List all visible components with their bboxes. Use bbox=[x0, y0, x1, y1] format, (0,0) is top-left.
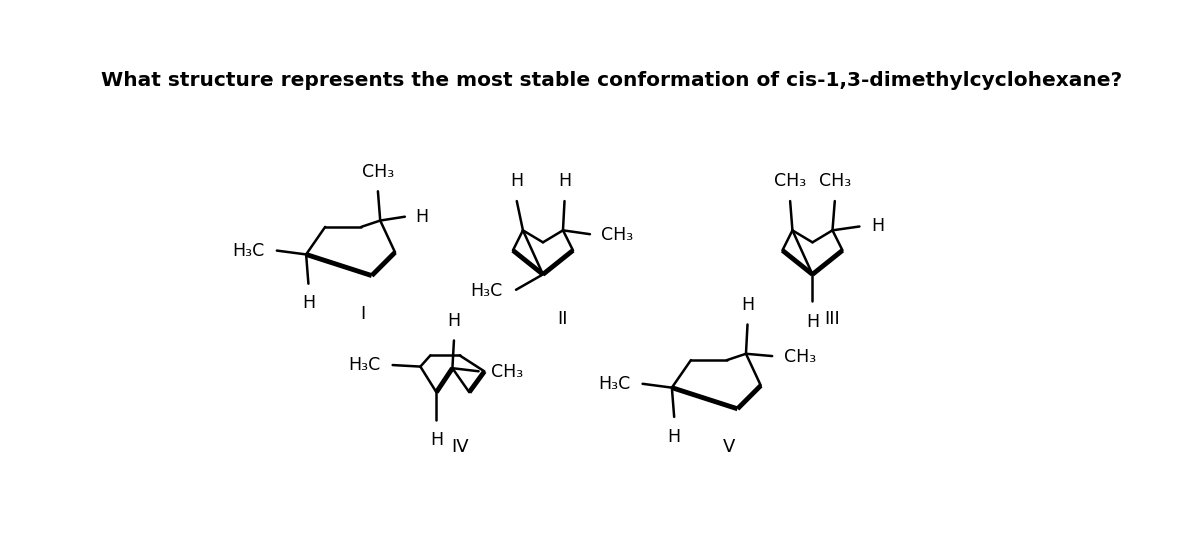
Text: H: H bbox=[871, 217, 884, 235]
Text: H: H bbox=[741, 296, 754, 314]
Text: V: V bbox=[723, 438, 735, 456]
Text: H: H bbox=[302, 294, 315, 312]
Text: CH₃: CH₃ bbox=[818, 172, 851, 190]
Text: H: H bbox=[415, 208, 428, 226]
Text: CH₃: CH₃ bbox=[774, 172, 806, 190]
Text: H: H bbox=[429, 431, 443, 449]
Text: CH₃: CH₃ bbox=[785, 348, 817, 366]
Text: H: H bbox=[511, 172, 524, 190]
Text: CH₃: CH₃ bbox=[601, 226, 633, 244]
Text: I: I bbox=[360, 305, 366, 323]
Text: H₃C: H₃C bbox=[598, 375, 630, 393]
Text: II: II bbox=[557, 311, 568, 329]
Text: H₃C: H₃C bbox=[233, 241, 265, 259]
Text: H₃C: H₃C bbox=[348, 356, 381, 374]
Text: H₃C: H₃C bbox=[471, 282, 503, 300]
Text: IV: IV bbox=[451, 438, 469, 456]
Text: CH₃: CH₃ bbox=[490, 363, 524, 381]
Text: III: III bbox=[824, 311, 840, 329]
Text: CH₃: CH₃ bbox=[361, 162, 394, 180]
Text: What structure represents the most stable conformation of cis-1,3-dimethylcycloh: What structure represents the most stabl… bbox=[101, 71, 1121, 90]
Text: H: H bbox=[558, 172, 571, 190]
Text: H: H bbox=[668, 428, 681, 446]
Text: H: H bbox=[806, 313, 820, 331]
Text: H: H bbox=[447, 312, 460, 330]
